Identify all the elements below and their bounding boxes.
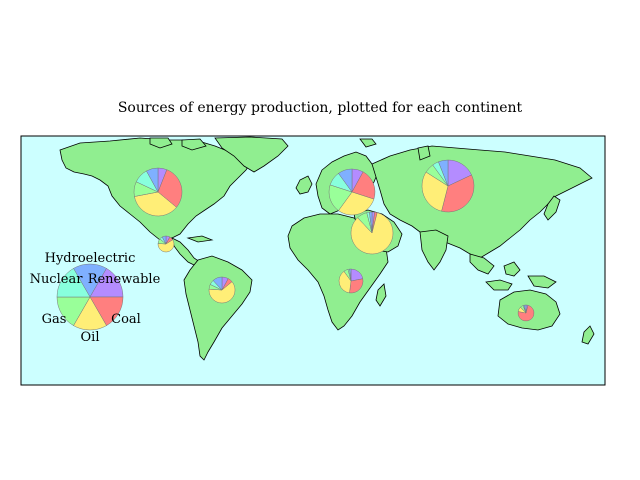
arctic-island-2 — [181, 138, 207, 151]
slice-hydroelectric — [338, 168, 353, 193]
japan — [543, 195, 561, 221]
indonesia — [485, 279, 513, 291]
british-isles — [295, 175, 313, 195]
pie-oceania — [517, 304, 535, 322]
chart-title: Sources of energy production, plotted fo… — [117, 100, 523, 116]
slice-hydroelectric — [146, 167, 159, 193]
pie-central-america — [157, 235, 175, 253]
legend: Hydroelectric Renewable Coal Oil Gas Nuclear — [30, 251, 161, 345]
pie-africa — [338, 268, 364, 294]
pie-north-america — [133, 167, 183, 217]
novaya-zemlya — [417, 145, 431, 161]
cuba — [186, 235, 214, 243]
slice-hydroelectric — [523, 304, 527, 314]
slice-coal — [157, 169, 183, 208]
slice-oil — [134, 191, 177, 217]
slice-coal — [441, 174, 475, 213]
legend-slice-nuclear — [56, 268, 91, 298]
slice-oil — [421, 171, 449, 212]
slice-oil — [338, 270, 352, 294]
slice-hydroelectric — [369, 211, 373, 234]
slice-hydroelectric — [212, 276, 223, 291]
new-guinea — [527, 275, 557, 289]
pie-asia — [421, 159, 475, 213]
india — [419, 229, 449, 271]
pie-south-america — [208, 276, 236, 304]
slice-oil — [338, 191, 375, 216]
slice-oil — [208, 281, 236, 304]
arctic-island-1 — [149, 137, 173, 149]
legend-label-renewable: Renewable — [88, 272, 161, 287]
slice-oil — [157, 239, 175, 253]
legend-label-nuclear: Nuclear — [30, 272, 84, 287]
legend-label-hydroelectric: Hydroelectric — [45, 251, 136, 266]
svalbard — [359, 138, 377, 148]
slice-hydroelectric — [349, 268, 352, 282]
legend-label-coal: Coal — [111, 312, 141, 327]
legend-label-gas: Gas — [42, 312, 67, 327]
pie-charts — [133, 159, 535, 322]
greenland — [214, 136, 289, 173]
new-zealand — [581, 325, 595, 345]
slice-hydroelectric — [161, 235, 167, 245]
madagascar — [375, 283, 387, 307]
pie-middle-east — [350, 211, 394, 255]
legend-label-oil: Oil — [81, 330, 100, 345]
pie-europe — [328, 168, 376, 216]
southeast-asia — [469, 253, 495, 275]
south-america — [183, 255, 253, 361]
slice-oil — [350, 212, 394, 255]
slice-hydroelectric — [438, 159, 449, 187]
borneo — [503, 261, 521, 277]
